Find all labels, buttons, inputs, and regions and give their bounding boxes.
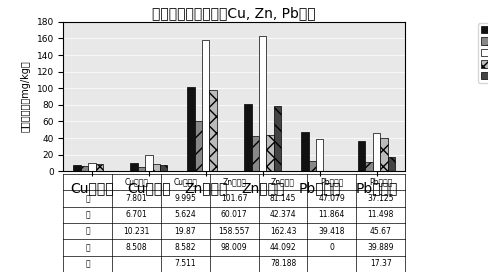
Text: 37.125: 37.125 (367, 194, 394, 203)
Text: 39.418: 39.418 (319, 227, 345, 236)
Text: 6.701: 6.701 (126, 210, 147, 220)
Text: 11.864: 11.864 (319, 210, 345, 220)
Bar (130, 163, 138, 171)
Text: 8.508: 8.508 (126, 243, 147, 252)
Text: 101.67: 101.67 (221, 194, 247, 203)
Bar (380, 138, 387, 171)
Text: 根: 根 (85, 194, 90, 203)
Text: 19.87: 19.87 (175, 227, 196, 236)
Bar (316, 139, 324, 171)
Text: 10.231: 10.231 (123, 227, 150, 236)
Bar (274, 106, 281, 171)
Text: 60.017: 60.017 (221, 210, 247, 220)
Bar (160, 165, 167, 171)
Bar (81, 166, 88, 171)
Bar (266, 135, 274, 171)
Bar (187, 87, 195, 171)
Text: 茎: 茎 (85, 210, 90, 220)
Text: Zn成熟期: Zn成熟期 (271, 178, 295, 187)
Text: 162.43: 162.43 (270, 227, 296, 236)
Text: 158.557: 158.557 (219, 227, 250, 236)
Bar (202, 40, 209, 171)
Bar (387, 157, 395, 171)
Text: 98.009: 98.009 (221, 243, 247, 252)
Bar (195, 122, 202, 171)
Text: 11.498: 11.498 (367, 210, 394, 220)
Text: Cu成熟期: Cu成熟期 (173, 178, 198, 187)
Bar (308, 162, 316, 171)
Text: 17.37: 17.37 (370, 259, 391, 268)
Bar (96, 164, 103, 171)
Bar (358, 141, 366, 171)
Bar (373, 133, 380, 171)
Bar (209, 90, 217, 171)
Y-axis label: 重金属含量（mg/kg）: 重金属含量（mg/kg） (21, 61, 31, 132)
Bar (301, 132, 308, 171)
Bar (252, 136, 259, 171)
Text: 81.145: 81.145 (270, 194, 296, 203)
Text: Pb绿荚期: Pb绿荚期 (320, 178, 344, 187)
Text: 0: 0 (329, 243, 334, 252)
Title: 油菜不同时期各部位Cu, Zn, Pb含量: 油菜不同时期各部位Cu, Zn, Pb含量 (152, 7, 316, 21)
Text: 44.092: 44.092 (270, 243, 296, 252)
Bar (145, 155, 153, 171)
Text: 42.374: 42.374 (270, 210, 296, 220)
Text: 叶: 叶 (85, 227, 90, 236)
Text: 47.079: 47.079 (319, 194, 345, 203)
Bar (153, 164, 160, 171)
Text: 籽: 籽 (85, 259, 90, 268)
Bar (73, 165, 81, 171)
Text: 8.582: 8.582 (175, 243, 196, 252)
Legend: 根, 茎, 叶, 荚, 籽: 根, 茎, 叶, 荚, 籽 (478, 23, 488, 83)
Bar (259, 36, 266, 171)
Bar (138, 167, 145, 171)
Text: 45.67: 45.67 (370, 227, 391, 236)
Bar (244, 104, 252, 171)
Text: 荚: 荚 (85, 243, 90, 252)
Bar (366, 162, 373, 171)
Text: 7.801: 7.801 (126, 194, 147, 203)
Text: 9.995: 9.995 (175, 194, 196, 203)
Text: 78.188: 78.188 (270, 259, 296, 268)
Text: Zn绿荚期: Zn绿荚期 (222, 178, 246, 187)
Text: Pb成熟期: Pb成熟期 (369, 178, 392, 187)
Text: 39.889: 39.889 (367, 243, 394, 252)
Bar (88, 163, 96, 171)
Text: 7.511: 7.511 (175, 259, 196, 268)
Text: Cu绿荚期: Cu绿荚期 (124, 178, 149, 187)
Text: 5.624: 5.624 (175, 210, 196, 220)
